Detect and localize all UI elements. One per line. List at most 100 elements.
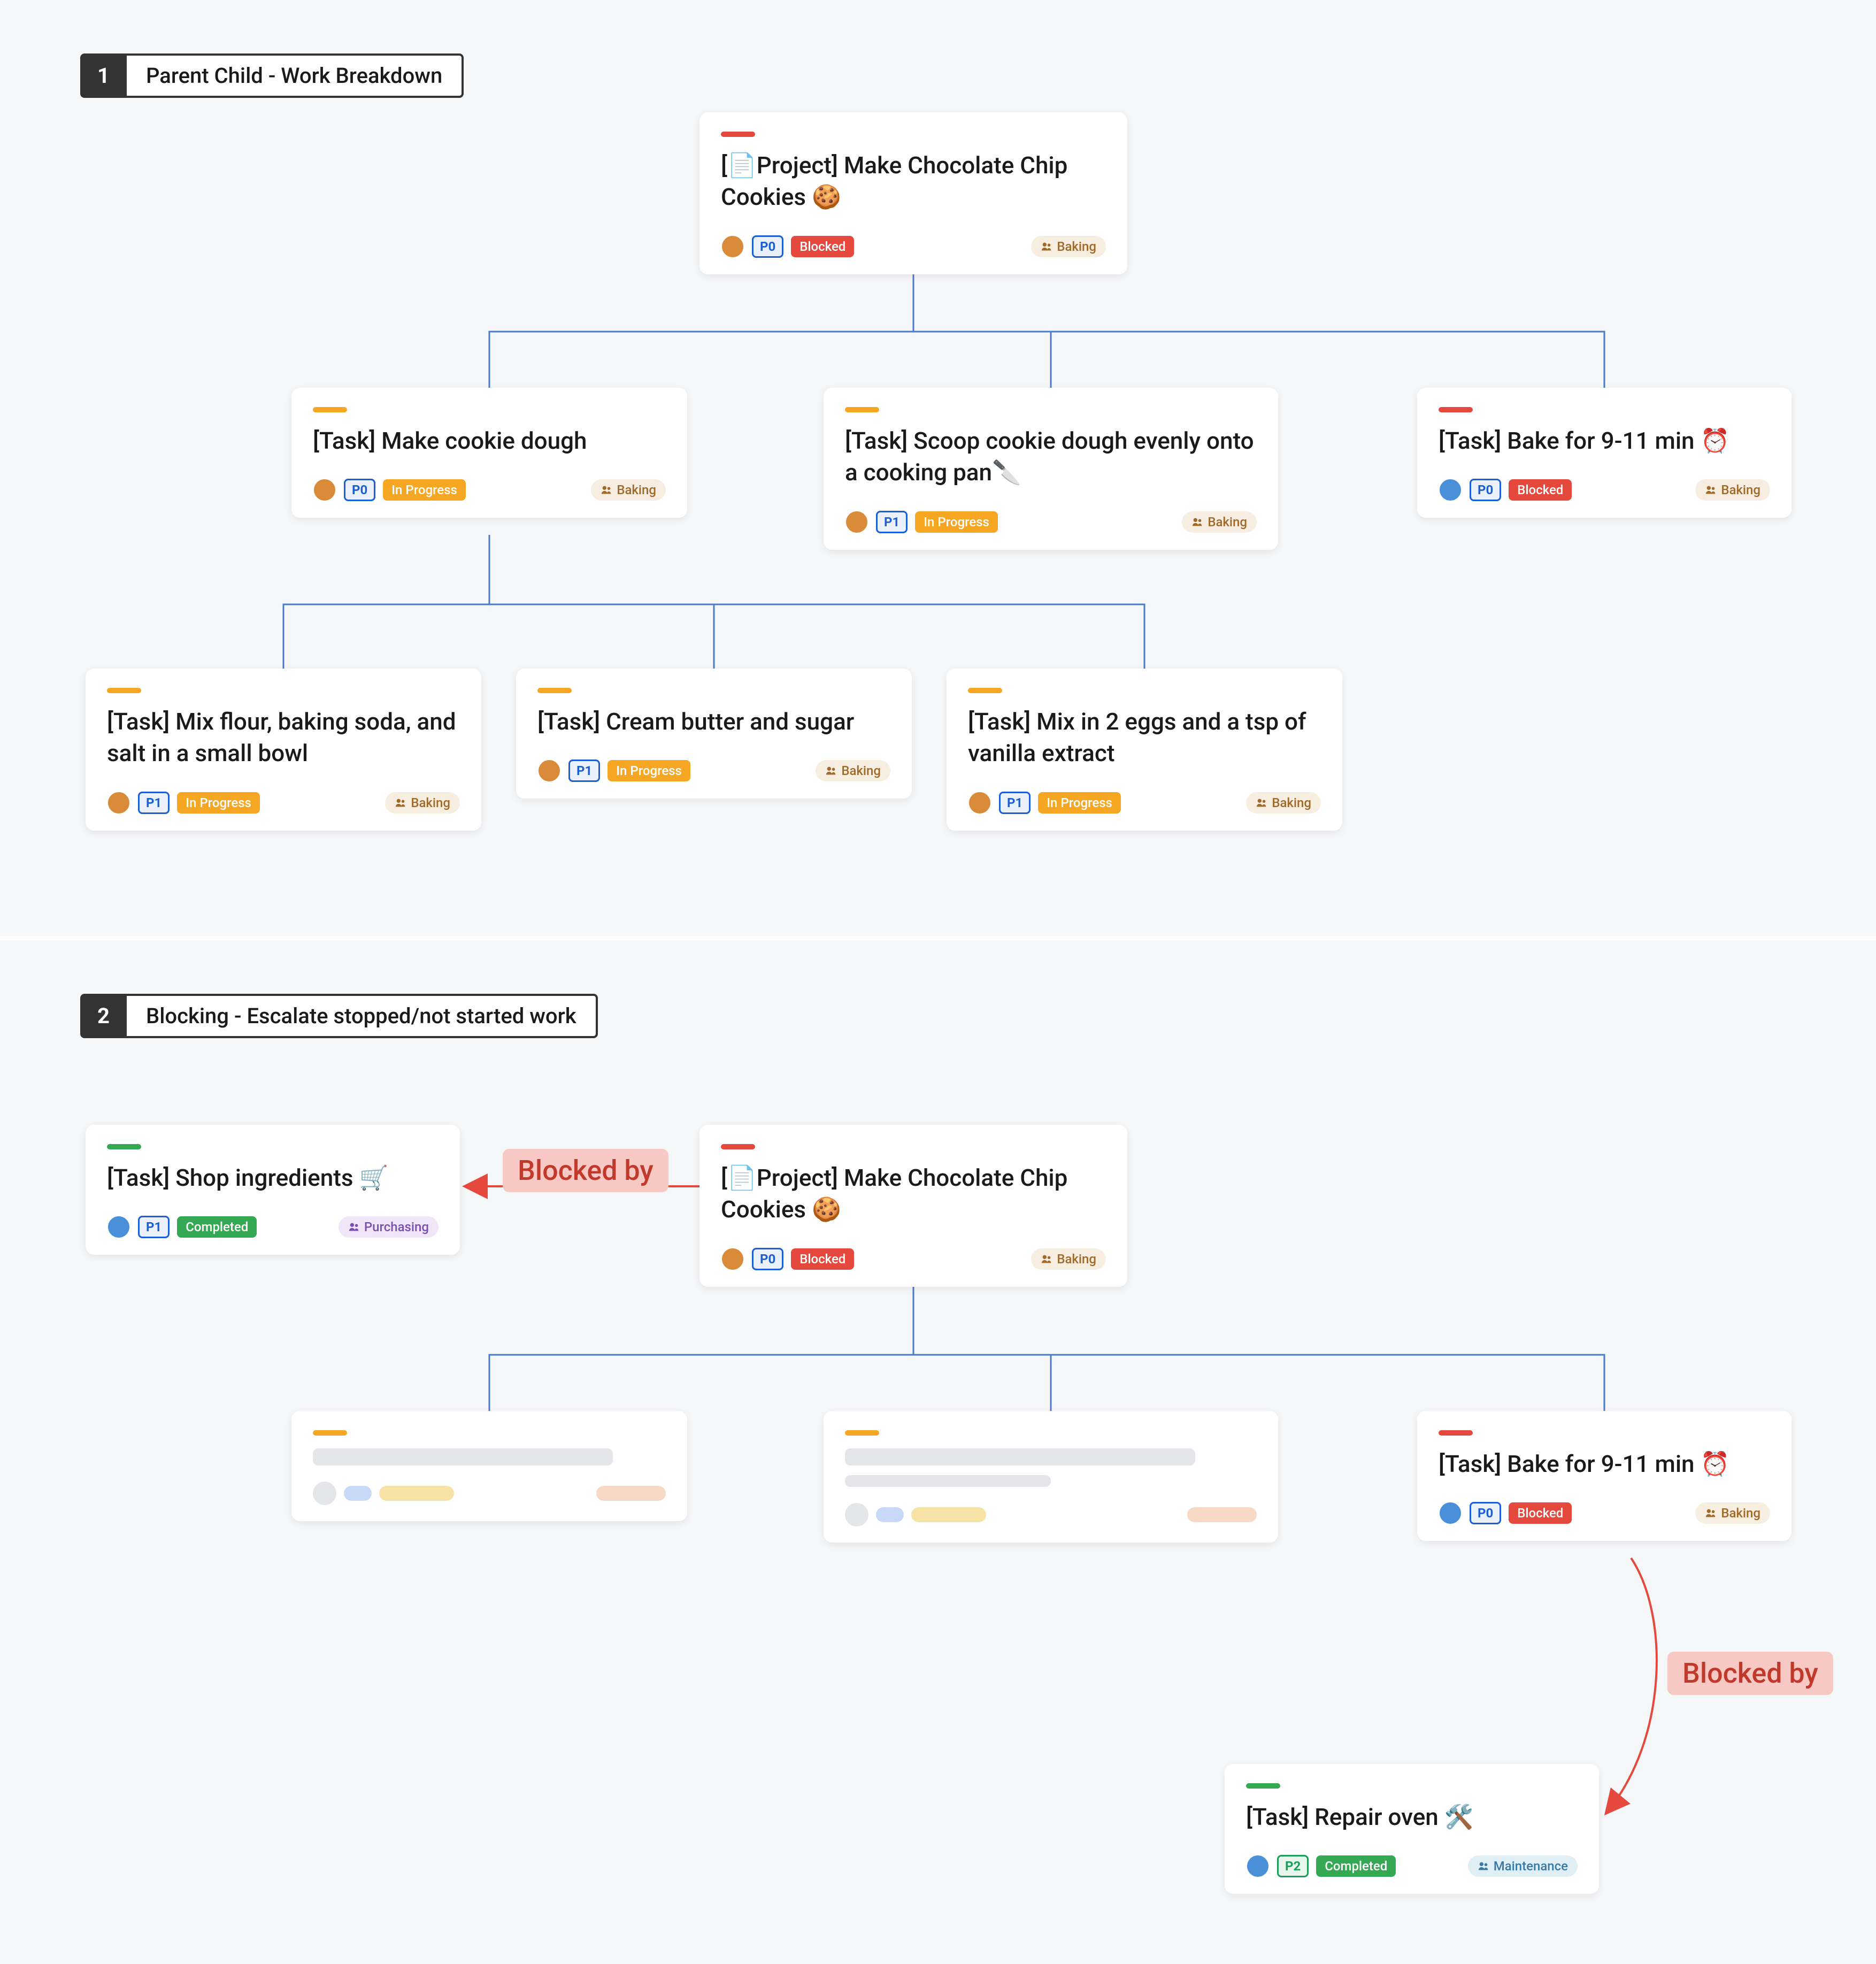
card-stripe (1246, 1783, 1280, 1789)
status-badge: In Progress (608, 760, 690, 781)
priority-badge: P0 (752, 1248, 783, 1270)
skeleton-pill (344, 1486, 372, 1501)
team-tag: Baking (816, 760, 890, 781)
card-task-repair-oven[interactable]: [Task] Repair oven 🛠️ P2 Completed Maint… (1225, 1764, 1599, 1894)
blocked-by-label-2: Blocked by (1667, 1652, 1833, 1695)
skeleton-pill (911, 1507, 986, 1522)
section-1-header: 1 Parent Child - Work Breakdown (80, 53, 464, 98)
section-1-number: 1 (80, 53, 125, 98)
card-stripe (968, 688, 1002, 693)
section-2-number: 2 (80, 994, 125, 1038)
skeleton-line (845, 1448, 1195, 1466)
avatar-icon (107, 1215, 130, 1239)
card-title: [Task] Cream butter and sugar (537, 706, 890, 738)
card-stripe (537, 688, 572, 693)
skeleton-avatar (313, 1482, 336, 1505)
card-task-cream[interactable]: [Task] Cream butter and sugar P1 In Prog… (516, 669, 912, 799)
avatar-icon (1246, 1854, 1270, 1878)
section-2-header: 2 Blocking - Escalate stopped/not starte… (80, 994, 598, 1038)
skeleton-line (313, 1448, 613, 1466)
avatar-icon (537, 759, 561, 782)
card-title: [📄Project] Make Chocolate Chip Cookies 🍪 (721, 150, 1106, 213)
card-title: [Task] Mix in 2 eggs and a tsp of vanill… (968, 706, 1321, 770)
priority-badge: P1 (876, 511, 908, 533)
team-tag: Baking (1246, 792, 1321, 814)
card-skeleton-2 (824, 1411, 1278, 1543)
card-stripe (107, 1144, 141, 1149)
team-tag: Baking (1182, 511, 1257, 533)
team-tag: Baking (1695, 479, 1770, 501)
card-stripe (107, 688, 141, 693)
priority-badge: P0 (344, 479, 375, 501)
status-badge: Completed (177, 1216, 257, 1238)
card-stripe (845, 407, 879, 412)
avatar-icon (107, 791, 130, 815)
avatar-icon (1439, 478, 1462, 502)
avatar-icon (1439, 1501, 1462, 1525)
card-task-make-dough[interactable]: [Task] Make cookie dough P0 In Progress … (291, 388, 687, 518)
skeleton-pill (876, 1507, 904, 1522)
card-task-scoop[interactable]: [Task] Scoop cookie dough evenly onto a … (824, 388, 1278, 550)
card-stripe (313, 1430, 347, 1436)
team-tag: Maintenance (1468, 1855, 1578, 1877)
status-badge: Blocked (791, 1248, 854, 1270)
team-tag: Baking (1031, 1248, 1106, 1270)
card-title: [Task] Make cookie dough (313, 425, 666, 457)
card-title: [Task] Repair oven 🛠️ (1246, 1801, 1578, 1833)
card-stripe (845, 1430, 879, 1436)
card-task-mix-eggs[interactable]: [Task] Mix in 2 eggs and a tsp of vanill… (947, 669, 1342, 831)
status-badge: Blocked (1509, 479, 1572, 501)
skeleton-pill (379, 1486, 454, 1501)
status-badge: In Progress (383, 479, 466, 501)
avatar-icon (721, 1247, 744, 1271)
team-tag: Purchasing (339, 1216, 439, 1238)
skeleton-avatar (845, 1503, 868, 1526)
card-title: [Task] Shop ingredients 🛒 (107, 1162, 439, 1194)
priority-badge: P0 (1470, 1502, 1501, 1524)
card-title: [Task] Bake for 9-11 min ⏰ (1439, 1448, 1770, 1480)
status-badge: In Progress (177, 792, 260, 814)
status-badge: In Progress (1038, 792, 1121, 814)
status-badge: Completed (1316, 1855, 1396, 1877)
avatar-icon (968, 791, 991, 815)
card-project-cookies[interactable]: [📄Project] Make Chocolate Chip Cookies 🍪… (699, 112, 1127, 274)
card-stripe (1439, 407, 1473, 412)
priority-badge: P0 (1470, 479, 1501, 501)
card-task-bake[interactable]: [Task] Bake for 9-11 min ⏰ P0 Blocked Ba… (1417, 388, 1792, 518)
card-task-bake[interactable]: [Task] Bake for 9-11 min ⏰ P0 Blocked Ba… (1417, 1411, 1792, 1541)
card-project-cookies[interactable]: [📄Project] Make Chocolate Chip Cookies 🍪… (699, 1125, 1127, 1287)
team-tag: Baking (385, 792, 460, 814)
team-tag: Baking (591, 479, 666, 501)
card-title: [Task] Mix flour, baking soda, and salt … (107, 706, 460, 770)
skeleton-pill (596, 1486, 666, 1501)
skeleton-pill (1187, 1507, 1257, 1522)
section-blocking: 2 Blocking - Escalate stopped/not starte… (0, 936, 1876, 1960)
card-title: [📄Project] Make Chocolate Chip Cookies 🍪 (721, 1162, 1106, 1226)
avatar-icon (313, 478, 336, 502)
skeleton-line (845, 1475, 1051, 1487)
card-stripe (721, 1144, 755, 1149)
blocked-by-label-1: Blocked by (503, 1149, 668, 1192)
status-badge: Blocked (791, 236, 854, 257)
priority-badge: P0 (752, 235, 783, 258)
status-badge: In Progress (915, 511, 998, 533)
card-stripe (313, 407, 347, 412)
avatar-icon (845, 510, 868, 534)
team-tag: Baking (1031, 236, 1106, 257)
card-task-shop-ingredients[interactable]: [Task] Shop ingredients 🛒 P1 Completed P… (86, 1125, 460, 1255)
section-1-label: Parent Child - Work Breakdown (125, 53, 464, 98)
section-parent-child: 1 Parent Child - Work Breakdown [📄Projec… (0, 0, 1876, 936)
card-stripe (1439, 1430, 1473, 1436)
priority-badge: P1 (138, 792, 170, 814)
card-title: [Task] Scoop cookie dough evenly onto a … (845, 425, 1257, 489)
status-badge: Blocked (1509, 1502, 1572, 1524)
card-title: [Task] Bake for 9-11 min ⏰ (1439, 425, 1770, 457)
priority-badge: P1 (138, 1216, 170, 1238)
card-task-mix-flour[interactable]: [Task] Mix flour, baking soda, and salt … (86, 669, 481, 831)
section-2-label: Blocking - Escalate stopped/not started … (125, 994, 598, 1038)
team-tag: Baking (1695, 1502, 1770, 1524)
priority-badge: P2 (1277, 1855, 1309, 1877)
card-skeleton-1 (291, 1411, 687, 1521)
avatar-icon (721, 235, 744, 258)
card-stripe (721, 132, 755, 137)
